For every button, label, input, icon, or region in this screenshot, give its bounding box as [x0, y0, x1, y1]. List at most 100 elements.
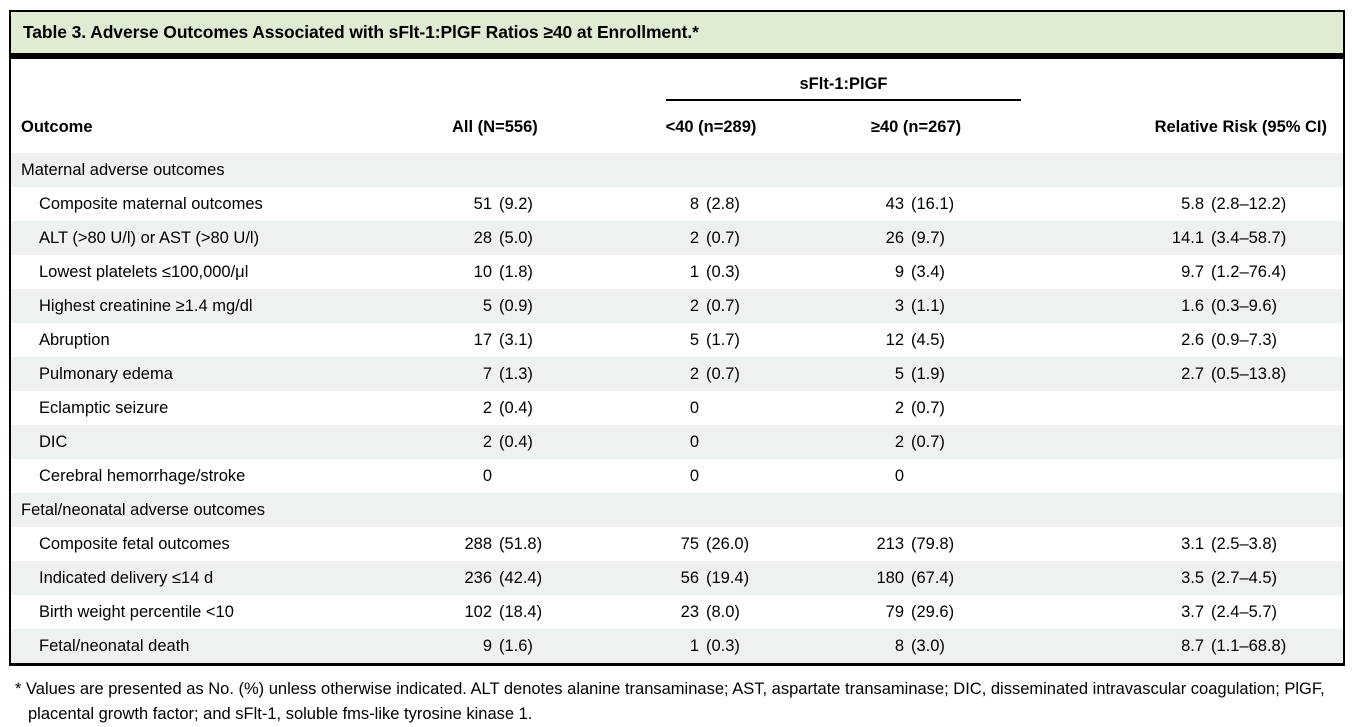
- cell-number: 0: [689, 466, 699, 485]
- cell-parenthetical: (0.7): [911, 432, 945, 451]
- cell-all: [449, 493, 611, 527]
- cell-lt40: 0: [611, 425, 811, 459]
- cell-ge40: [811, 153, 1021, 187]
- cell-all: 51 (9.2): [449, 187, 611, 221]
- cell-lt40: 2 (0.7): [611, 357, 811, 391]
- outcome-label: Composite fetal outcomes: [39, 534, 230, 553]
- cell-number: 0: [689, 398, 699, 417]
- outcome-label: Fetal/neonatal death: [39, 636, 190, 655]
- cell-parenthetical: (1.1–68.8): [1211, 636, 1287, 655]
- table-row: Birth weight percentile <10 102 (18.4) 23 (8…: [11, 595, 1343, 629]
- cell-parenthetical: (0.5–13.8): [1211, 364, 1287, 383]
- outcomes-table: sFlt-1:PlGF Outcome All (N=556) <40 (n=2…: [11, 59, 1343, 663]
- cell-all: 2 (0.4): [449, 391, 611, 425]
- outcome-label: Highest creatinine ≥1.4 mg/dl: [39, 296, 253, 315]
- cell-number: 2: [894, 398, 904, 417]
- table-row: Fetal/neonatal death 9 (1.6) 1 (0.3) 8 (3.0) 8.…: [11, 629, 1343, 663]
- cell-parenthetical: (16.1): [911, 194, 955, 213]
- cell-parenthetical: (3.0): [911, 636, 945, 655]
- cell-parenthetical: (1.6): [499, 636, 533, 655]
- cell-number: 9: [894, 262, 904, 281]
- cell-number: 3.5: [1181, 568, 1205, 587]
- cell-lt40: 0: [611, 391, 811, 425]
- cell-ge40: 9 (3.4): [811, 255, 1021, 289]
- cell-lt40: [611, 153, 811, 187]
- cell-rr: 1.6 (0.3–9.6): [1021, 289, 1343, 323]
- cell-rr: [1021, 153, 1343, 187]
- cell-all: 7 (1.3): [449, 357, 611, 391]
- cell-parenthetical: (0.4): [499, 398, 533, 417]
- cell-ge40: [811, 493, 1021, 527]
- cell-number: 5.8: [1181, 194, 1205, 213]
- cell-number: 2: [689, 228, 699, 247]
- cell-lt40: 0: [611, 459, 811, 493]
- cell-rr: [1021, 391, 1343, 425]
- table-row: Lowest platelets ≤100,000/μl 10 (1.8) 1 (0.3…: [11, 255, 1343, 289]
- outcome-label: Abruption: [39, 330, 110, 349]
- cell-rr: [1021, 459, 1343, 493]
- cell-rr: [1021, 493, 1343, 527]
- cell-parenthetical: (2.7–4.5): [1211, 568, 1278, 587]
- cell-number: 102: [464, 602, 492, 621]
- spacer-cell: [11, 59, 449, 101]
- table-row: Cerebral hemorrhage/stroke 0 0 0: [11, 459, 1343, 493]
- cell-number: 8: [689, 194, 699, 213]
- section-row: Fetal/neonatal adverse outcomes: [11, 493, 1343, 527]
- cell-parenthetical: (0.9–7.3): [1211, 330, 1278, 349]
- cell-parenthetical: (3.4): [911, 262, 945, 281]
- cell-all: 10 (1.8): [449, 255, 611, 289]
- cell-number: 9.7: [1181, 262, 1205, 281]
- outcome-label: ALT (>80 U/l) or AST (>80 U/l): [39, 228, 260, 247]
- table-row: DIC 2 (0.4) 0 2 (0.7): [11, 425, 1343, 459]
- cell-parenthetical: (0.7): [706, 296, 740, 315]
- cell-number: 2: [482, 432, 492, 451]
- cell-parenthetical: (19.4): [706, 568, 750, 587]
- cell-rr: 3.7 (2.4–5.7): [1021, 595, 1343, 629]
- cell-parenthetical: (1.7): [706, 330, 740, 349]
- cell-parenthetical: (5.0): [499, 228, 533, 247]
- cell-number: 2: [894, 432, 904, 451]
- table-header: sFlt-1:PlGF Outcome All (N=556) <40 (n=2…: [11, 59, 1343, 153]
- cell-ge40: 43 (16.1): [811, 187, 1021, 221]
- column-header-ge40: ≥40 (n=267): [870, 117, 962, 136]
- cell-number: 0: [894, 466, 904, 485]
- table-box: sFlt-1:PlGF Outcome All (N=556) <40 (n=2…: [9, 55, 1345, 666]
- cell-number: 236: [464, 568, 492, 587]
- cell-parenthetical: (0.3–9.6): [1211, 296, 1278, 315]
- cell-number: 79: [885, 602, 904, 621]
- cell-number: 14.1: [1171, 228, 1205, 247]
- cell-number: 56: [680, 568, 699, 587]
- cell-number: 1.6: [1181, 296, 1205, 315]
- table-title-bar: Table 3. Adverse Outcomes Associated wit…: [9, 10, 1345, 55]
- cell-parenthetical: (0.4): [499, 432, 533, 451]
- cell-number: 2: [482, 398, 492, 417]
- outcome-label: Fetal/neonatal adverse outcomes: [21, 500, 265, 519]
- table-row: ALT (>80 U/l) or AST (>80 U/l) 28 (5.0) 2 (0…: [11, 221, 1343, 255]
- cell-number: 2: [689, 364, 699, 383]
- cell-lt40: [611, 493, 811, 527]
- cell-number: 0: [482, 466, 492, 485]
- cell-all: 17 (3.1): [449, 323, 611, 357]
- cell-ge40: 180 (67.4): [811, 561, 1021, 595]
- cell-number: 12: [885, 330, 904, 349]
- cell-parenthetical: (9.7): [911, 228, 945, 247]
- spanner-header-cell: sFlt-1:PlGF: [611, 59, 1022, 101]
- cell-number: 3.7: [1181, 602, 1205, 621]
- cell-parenthetical: (2.5–3.8): [1211, 534, 1278, 553]
- cell-ge40: 0: [811, 459, 1021, 493]
- cell-number: 180: [876, 568, 904, 587]
- cell-number: 9: [482, 636, 492, 655]
- cell-parenthetical: (67.4): [911, 568, 955, 587]
- cell-parenthetical: (2.8): [706, 194, 740, 213]
- table-body: Maternal adverse outcomes Composite mater…: [11, 153, 1343, 663]
- cell-lt40: 56 (19.4): [611, 561, 811, 595]
- spanner-row: sFlt-1:PlGF: [11, 59, 1343, 101]
- cell-all: 288 (51.8): [449, 527, 611, 561]
- outcome-label: Eclamptic seizure: [39, 398, 169, 417]
- cell-ge40: 12 (4.5): [811, 323, 1021, 357]
- cell-number: 2.7: [1181, 364, 1205, 383]
- cell-number: 23: [680, 602, 699, 621]
- cell-parenthetical: (2.4–5.7): [1211, 602, 1278, 621]
- cell-parenthetical: (8.0): [706, 602, 740, 621]
- cell-parenthetical: (0.3): [706, 636, 740, 655]
